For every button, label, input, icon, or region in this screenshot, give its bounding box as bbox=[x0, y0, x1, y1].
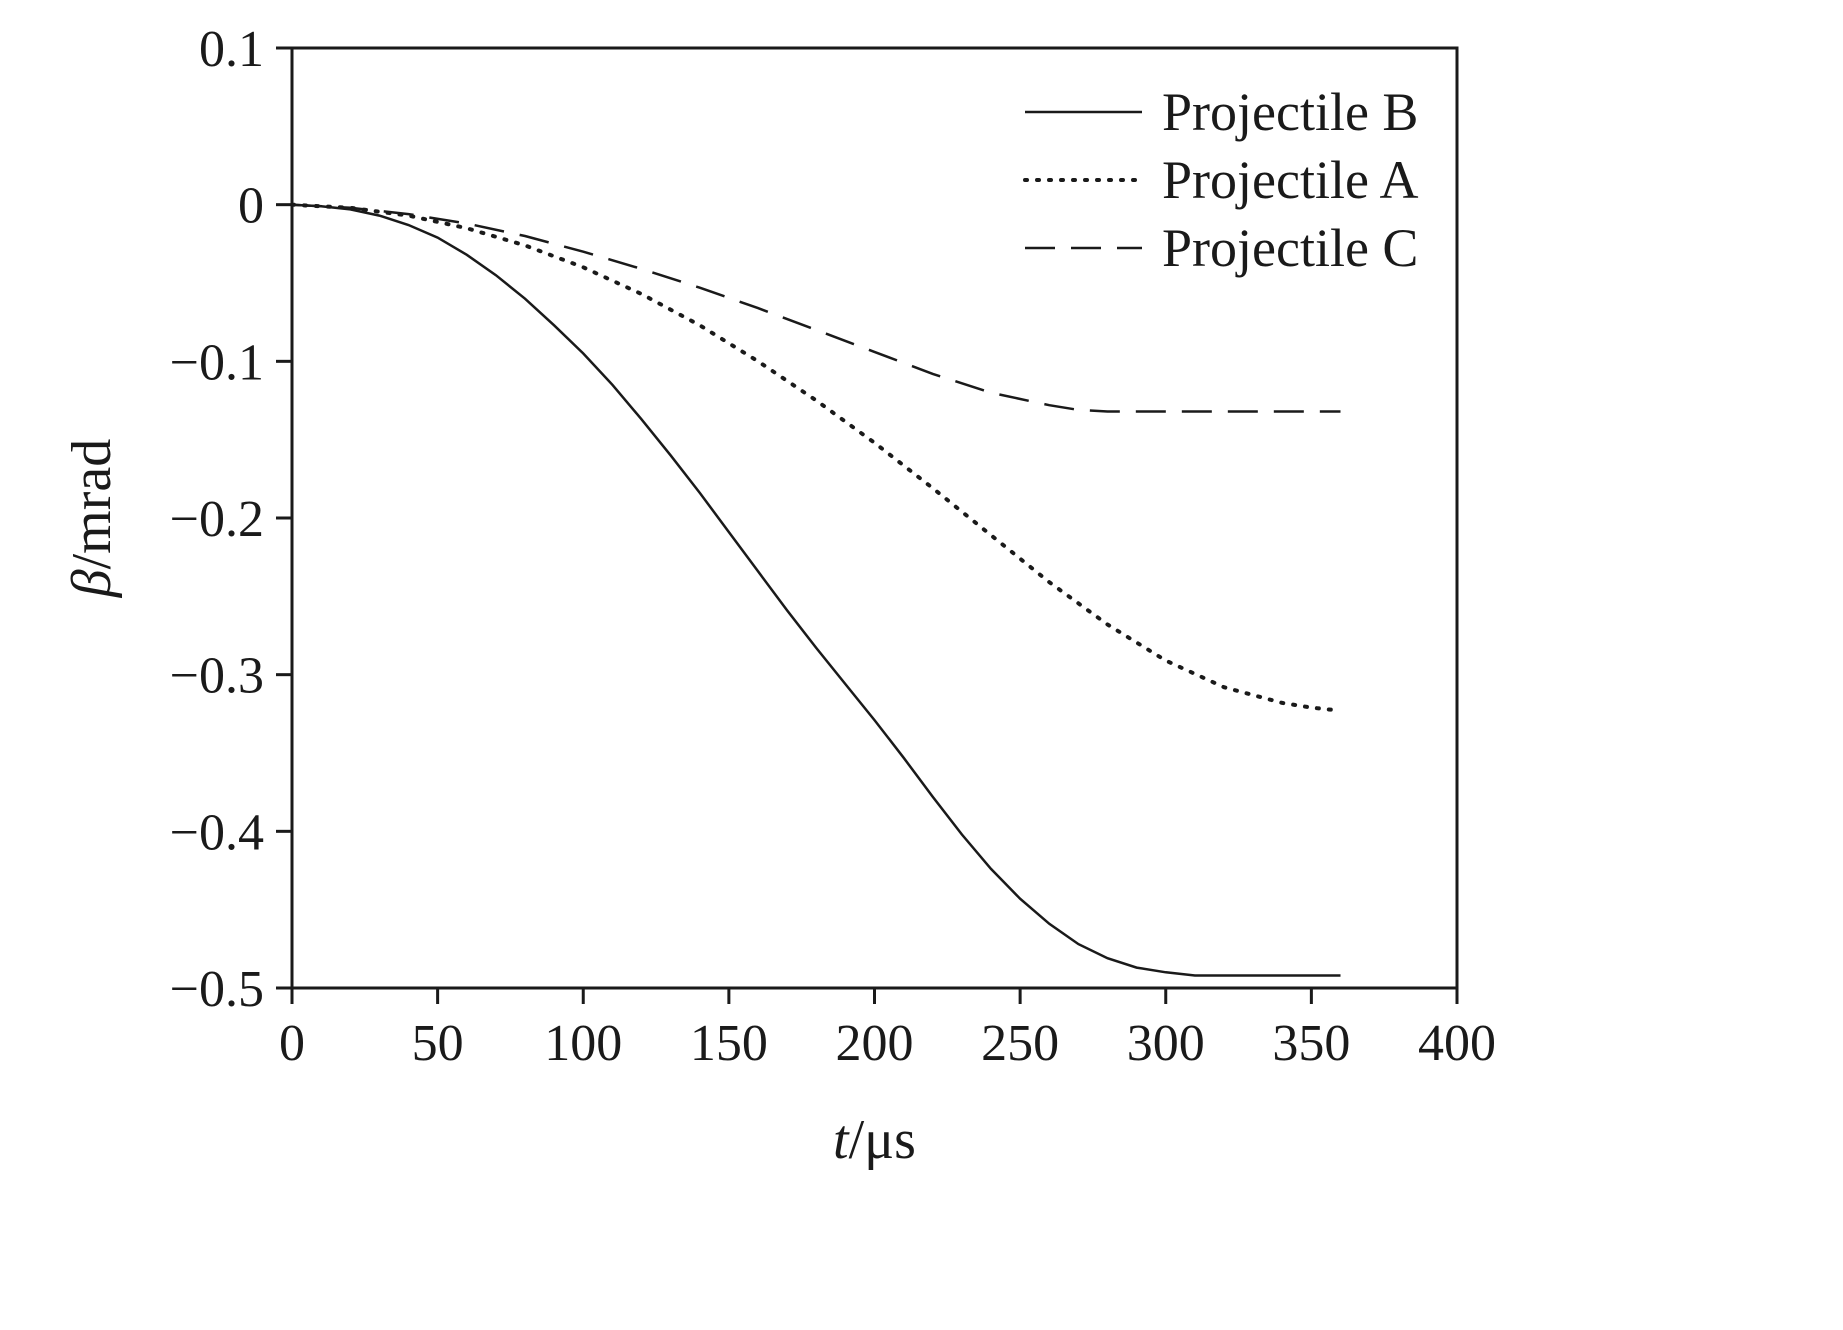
y-tick-label: −0.3 bbox=[170, 648, 264, 705]
x-tick-label: 350 bbox=[1272, 1015, 1350, 1072]
y-tick-label: −0.4 bbox=[170, 804, 264, 861]
x-tick-label: 250 bbox=[981, 1015, 1059, 1072]
x-axis-title: t/μs bbox=[833, 1109, 916, 1171]
y-tick-label: −0.1 bbox=[170, 334, 264, 391]
x-tick-label: 400 bbox=[1418, 1015, 1496, 1072]
legend-label-projectile-b: Projectile B bbox=[1162, 82, 1418, 142]
x-tick-label: 300 bbox=[1127, 1015, 1205, 1072]
series-line-projectile-a bbox=[290, 202, 1343, 713]
legend-label-projectile-a: Projectile A bbox=[1162, 150, 1418, 210]
y-tick-label: −0.2 bbox=[170, 491, 264, 548]
x-tick-label: 100 bbox=[544, 1015, 622, 1072]
y-axis-title: β/mrad bbox=[61, 439, 123, 599]
x-tick-label: 200 bbox=[836, 1015, 914, 1072]
legend: Projectile B Projectile A Projectile C bbox=[1023, 82, 1418, 278]
x-tick-label: 150 bbox=[690, 1015, 768, 1072]
x-tick-label: 0 bbox=[279, 1015, 305, 1072]
y-tick-label: −0.5 bbox=[170, 961, 264, 1018]
series-line-projectile-b bbox=[291, 203, 1341, 977]
legend-label-projectile-c: Projectile C bbox=[1162, 218, 1418, 278]
y-tick-label: 0 bbox=[238, 178, 264, 235]
y-tick-label: 0.1 bbox=[199, 21, 264, 78]
x-tick-label: 50 bbox=[412, 1015, 464, 1072]
series-line-projectile-c bbox=[291, 203, 1341, 413]
